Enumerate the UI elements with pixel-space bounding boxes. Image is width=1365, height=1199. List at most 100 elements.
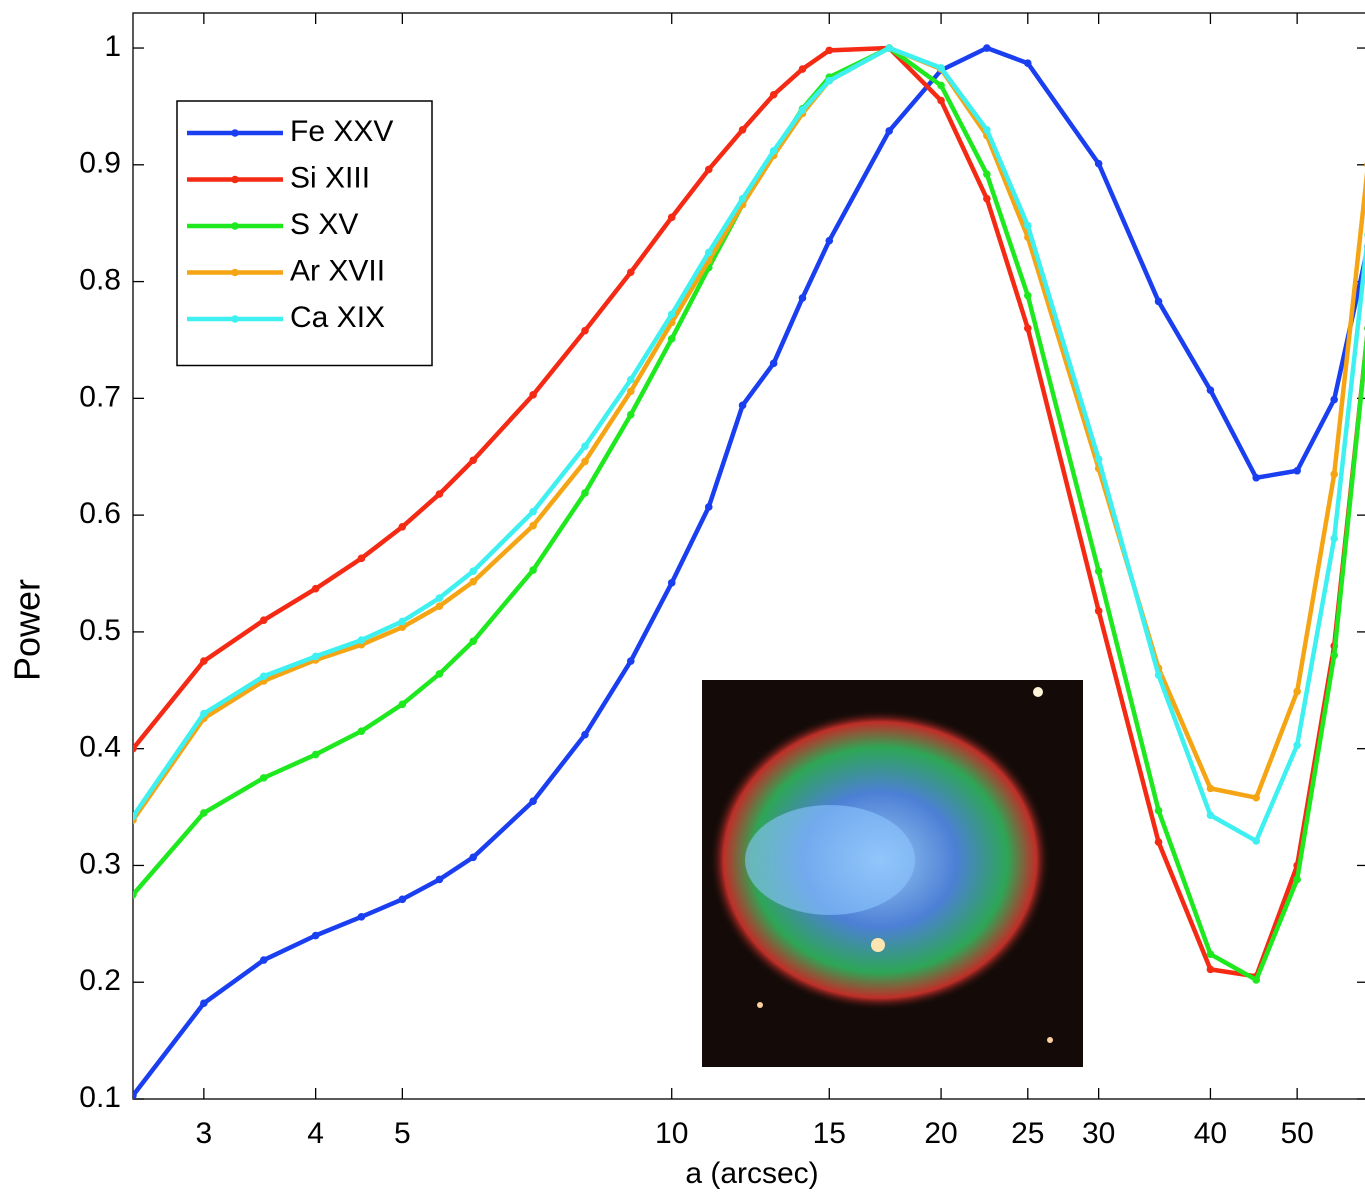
data-point (798, 65, 807, 73)
legend-marker (231, 268, 239, 277)
legend-label: Ca XIX (290, 301, 385, 334)
data-point (581, 457, 589, 466)
y-tick-label: 0.9 (79, 147, 121, 180)
data-point (626, 375, 635, 384)
data-point (259, 616, 268, 625)
y-tick-label: 0.8 (79, 264, 121, 297)
y-tick-label: 0.6 (79, 497, 121, 530)
data-point (626, 657, 635, 665)
data-point (529, 521, 537, 530)
series-line (133, 45, 1365, 1097)
data-point (357, 727, 366, 735)
data-point (200, 709, 208, 718)
data-point (259, 672, 268, 681)
data-point (704, 165, 713, 174)
data-point (200, 657, 208, 665)
data-point (626, 268, 635, 277)
data-point (200, 809, 208, 817)
data-point (983, 125, 991, 134)
data-point (704, 503, 713, 511)
data-point (469, 853, 478, 862)
data-point (1330, 651, 1338, 660)
data-point (1094, 159, 1103, 168)
data-point (704, 248, 713, 257)
data-point (435, 490, 444, 498)
data-point (1206, 811, 1215, 820)
data-point (626, 387, 635, 396)
plot-frame (132, 12, 1365, 1100)
y-tick-label: 0.1 (79, 1081, 121, 1114)
legend-marker (231, 315, 239, 323)
data-point (825, 76, 834, 85)
data-point (798, 106, 807, 114)
y-tick-label: 0.7 (79, 380, 121, 413)
data-point (469, 577, 478, 586)
data-point (435, 670, 444, 678)
data-point (983, 44, 991, 52)
data-point (259, 956, 268, 964)
x-tick-label: 10 (655, 1117, 688, 1150)
data-point (983, 194, 991, 203)
series-line (133, 45, 1365, 979)
data-point (200, 999, 208, 1008)
data-point (1330, 395, 1338, 404)
data-point (626, 410, 635, 419)
x-axis-label: a (arcsec) (685, 1157, 818, 1190)
data-point (398, 700, 407, 709)
data-point (398, 623, 407, 632)
data-point (133, 1091, 137, 1099)
data-point (1293, 466, 1301, 475)
data-point (1094, 455, 1103, 463)
data-point (398, 617, 407, 626)
y-tick-label: 1 (104, 30, 121, 63)
legend-label: S XV (290, 208, 358, 241)
y-tick-label: 0.4 (79, 731, 121, 764)
data-point (825, 236, 834, 245)
legend-label: Fe XXV (290, 115, 393, 148)
data-point (1023, 324, 1032, 333)
data-point (1330, 534, 1338, 543)
data-point (738, 194, 747, 203)
data-point (1094, 607, 1103, 615)
data-point (1023, 59, 1032, 68)
legend-marker (231, 129, 239, 137)
data-point (667, 335, 676, 343)
data-point (529, 566, 537, 574)
data-point (133, 812, 137, 821)
data-point (357, 554, 366, 563)
data-point (1154, 806, 1163, 815)
legend-box (176, 100, 433, 367)
data-point (885, 44, 893, 52)
data-point (1094, 567, 1103, 575)
data-point (469, 567, 478, 575)
x-tick-label: 20 (924, 1117, 957, 1150)
data-point (435, 875, 444, 884)
x-tick-label: 5 (394, 1117, 411, 1150)
legend-marker (231, 175, 239, 184)
data-point (937, 64, 945, 72)
legend-marker (231, 222, 239, 230)
data-point (1252, 837, 1261, 845)
data-point (1154, 671, 1163, 679)
data-point (1330, 470, 1338, 479)
y-axis-label: Power (7, 579, 48, 681)
data-point (667, 579, 676, 587)
data-point (769, 90, 778, 99)
data-point (435, 602, 444, 611)
data-point (1206, 386, 1215, 394)
series-line (133, 45, 1365, 822)
data-point (937, 96, 945, 105)
data-point (769, 359, 778, 368)
data-point (133, 890, 137, 899)
data-point (529, 391, 537, 399)
x-tick-label: 30 (1082, 1117, 1115, 1150)
data-point (738, 125, 747, 134)
data-point (825, 46, 834, 55)
data-point (983, 170, 991, 178)
data-point (885, 127, 893, 135)
data-point (133, 744, 137, 753)
data-point (1252, 473, 1261, 482)
data-point (311, 750, 320, 759)
